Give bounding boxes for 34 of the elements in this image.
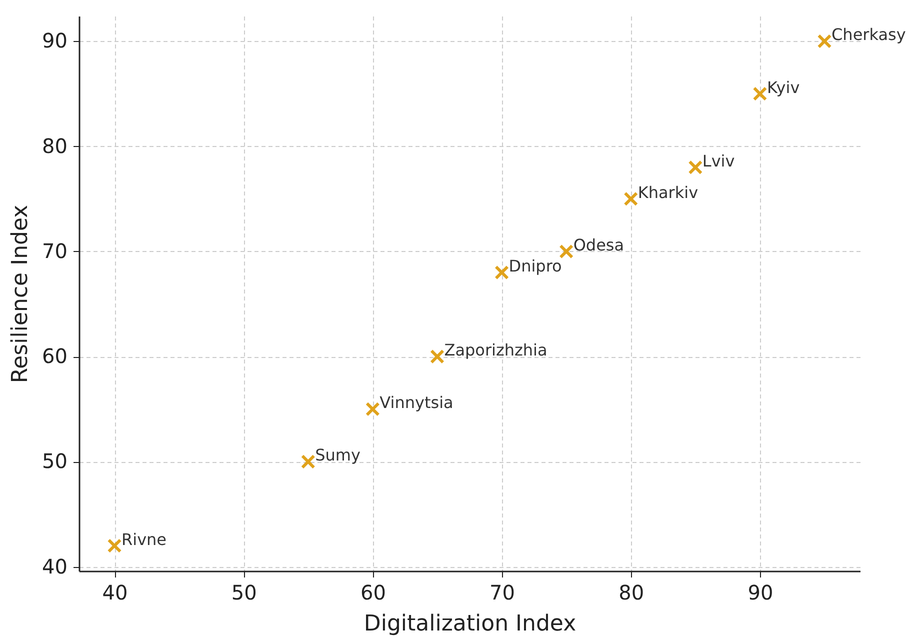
point [817,34,832,48]
x-axis-title: Digitalization Index [364,612,576,636]
annotation: Zaporizhzhia [444,340,548,360]
annotation: Vinnytsia [380,393,454,412]
y-axis-title: Resilience Index [8,204,34,384]
y-tick-label: 70 [42,238,68,263]
point [494,265,509,280]
annotation: Cherkasy [832,25,906,44]
point [430,349,444,364]
y-tick-label: 90 [42,28,68,53]
x-tick-label: 40 [102,580,128,604]
x-tick-label: 70 [490,580,515,604]
annotation: Sumy [315,446,360,465]
point [752,86,768,101]
annotation: Kyiv [766,78,800,97]
point [365,402,380,416]
y-tick-label: 60 [42,344,68,368]
y-tick-label: 40 [42,554,68,578]
point [107,538,122,553]
x-tick-label: 50 [231,580,257,604]
annotation: Kharkiv [638,182,698,202]
point [559,244,574,259]
point [624,192,638,206]
annotation: Rivne [122,530,167,549]
x-tick-label: 90 [748,580,774,604]
y-tick-label: 50 [42,449,68,474]
y-tick-label: 80 [42,134,68,158]
annotation: Lviv [702,151,735,170]
x-tick-label: 60 [360,580,386,604]
point [688,160,703,175]
x-tick-label: 80 [618,580,644,604]
point [300,454,316,469]
annotation: Odesa [573,235,624,254]
annotation: Dnipro [508,256,562,276]
